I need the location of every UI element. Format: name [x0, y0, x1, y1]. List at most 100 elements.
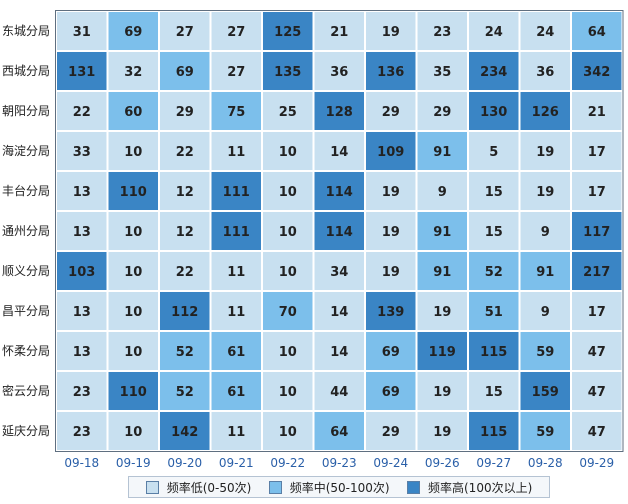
cell-value-label: 114	[326, 185, 353, 200]
cell-value-label: 47	[588, 345, 606, 360]
cell-value-label: 29	[382, 425, 400, 440]
heatmap-cell	[210, 211, 262, 251]
cell-value-label: 119	[429, 345, 456, 360]
cell-value-label: 19	[433, 305, 451, 320]
cell-value-label: 61	[227, 385, 245, 400]
cell-value-label: 31	[73, 25, 91, 40]
heatmap-cell	[262, 291, 314, 331]
heatmap-cell	[416, 131, 468, 171]
cell-value-label: 34	[330, 265, 348, 280]
heatmap-cell	[56, 171, 108, 211]
heatmap-cell	[468, 331, 520, 371]
cell-value-label: 19	[433, 385, 451, 400]
heatmap-cell	[313, 51, 365, 91]
heatmap-cell	[159, 171, 211, 211]
heatmap-cell	[519, 171, 571, 211]
cell-value-label: 27	[227, 25, 245, 40]
cell-value-label: 10	[279, 385, 297, 400]
row-label: 西城分局	[2, 64, 50, 78]
heatmap-cell	[159, 371, 211, 411]
cell-value-label: 69	[382, 385, 400, 400]
heatmap-cell	[571, 11, 623, 51]
heatmap-cell	[365, 331, 417, 371]
heatmap-cell	[262, 251, 314, 291]
heatmap-cell	[210, 51, 262, 91]
heatmap-cell	[210, 11, 262, 51]
heatmap-cell	[262, 131, 314, 171]
cell-value-label: 69	[176, 65, 194, 80]
cell-value-label: 29	[176, 105, 194, 120]
heatmap-cell	[571, 411, 623, 451]
cell-value-label: 5	[489, 145, 498, 160]
heatmap-cell	[262, 211, 314, 251]
heatmap-cell	[56, 371, 108, 411]
heatmap-cell	[159, 411, 211, 451]
heatmap-cell	[519, 51, 571, 91]
heatmap-cell	[56, 51, 108, 91]
cell-value-label: 115	[480, 425, 507, 440]
cell-value-label: 19	[382, 265, 400, 280]
heatmap-cell	[468, 11, 520, 51]
cell-value-label: 19	[382, 25, 400, 40]
cell-value-label: 11	[227, 265, 245, 280]
cell-value-label: 128	[326, 105, 353, 120]
heatmap-cell	[313, 91, 365, 131]
cell-value-label: 9	[438, 185, 447, 200]
heatmap-cell	[365, 51, 417, 91]
cell-value-label: 9	[541, 305, 550, 320]
heatmap-cell	[56, 251, 108, 291]
cell-value-label: 17	[588, 305, 606, 320]
legend-label-high: 频率高(100次以上)	[428, 480, 533, 495]
heatmap-cell	[468, 211, 520, 251]
cell-value-label: 117	[583, 225, 610, 240]
heatmap-cell	[571, 211, 623, 251]
cell-value-label: 112	[171, 305, 198, 320]
cell-value-label: 142	[171, 425, 198, 440]
heatmap-cell	[262, 171, 314, 211]
heatmap-cell	[416, 11, 468, 51]
cell-value-label: 13	[73, 345, 91, 360]
heatmap-cell	[365, 131, 417, 171]
heatmap-cell	[56, 11, 108, 51]
heatmap-cell	[365, 291, 417, 331]
heatmap-cell	[571, 371, 623, 411]
cell-value-label: 21	[330, 25, 348, 40]
cell-value-label: 10	[279, 345, 297, 360]
heatmap-cell	[159, 131, 211, 171]
column-label: 09-23	[322, 456, 357, 470]
heatmap-cell	[159, 91, 211, 131]
cell-value-label: 51	[485, 305, 503, 320]
cell-value-label: 36	[330, 65, 348, 80]
cell-value-label: 10	[124, 345, 142, 360]
heatmap-cell	[365, 411, 417, 451]
cell-value-label: 29	[382, 105, 400, 120]
heatmap-cell	[262, 331, 314, 371]
cell-value-label: 159	[532, 385, 559, 400]
heatmap-cell	[107, 291, 159, 331]
heatmap-cell	[313, 411, 365, 451]
cell-value-label: 24	[536, 25, 554, 40]
cell-value-label: 10	[279, 185, 297, 200]
heatmap-cell	[107, 331, 159, 371]
heatmap-cell	[365, 91, 417, 131]
cell-value-label: 70	[279, 305, 297, 320]
legend-swatch-low	[145, 480, 159, 494]
heatmap-cell	[313, 211, 365, 251]
cell-value-label: 27	[176, 25, 194, 40]
cell-value-label: 47	[588, 385, 606, 400]
heatmap-cell	[519, 411, 571, 451]
cell-value-label: 75	[227, 105, 245, 120]
heatmap-cell	[571, 291, 623, 331]
cell-value-label: 10	[124, 225, 142, 240]
row-label: 东城分局	[2, 24, 50, 38]
cell-value-label: 139	[377, 305, 404, 320]
column-label: 09-20	[167, 456, 202, 470]
heatmap-cell	[313, 371, 365, 411]
cell-value-label: 59	[536, 345, 554, 360]
heatmap-cell	[159, 51, 211, 91]
cell-value-label: 91	[433, 145, 451, 160]
row-label: 延庆分局	[2, 424, 50, 438]
cell-value-label: 91	[433, 265, 451, 280]
heatmap-cell	[262, 11, 314, 51]
cell-value-label: 131	[68, 65, 95, 80]
